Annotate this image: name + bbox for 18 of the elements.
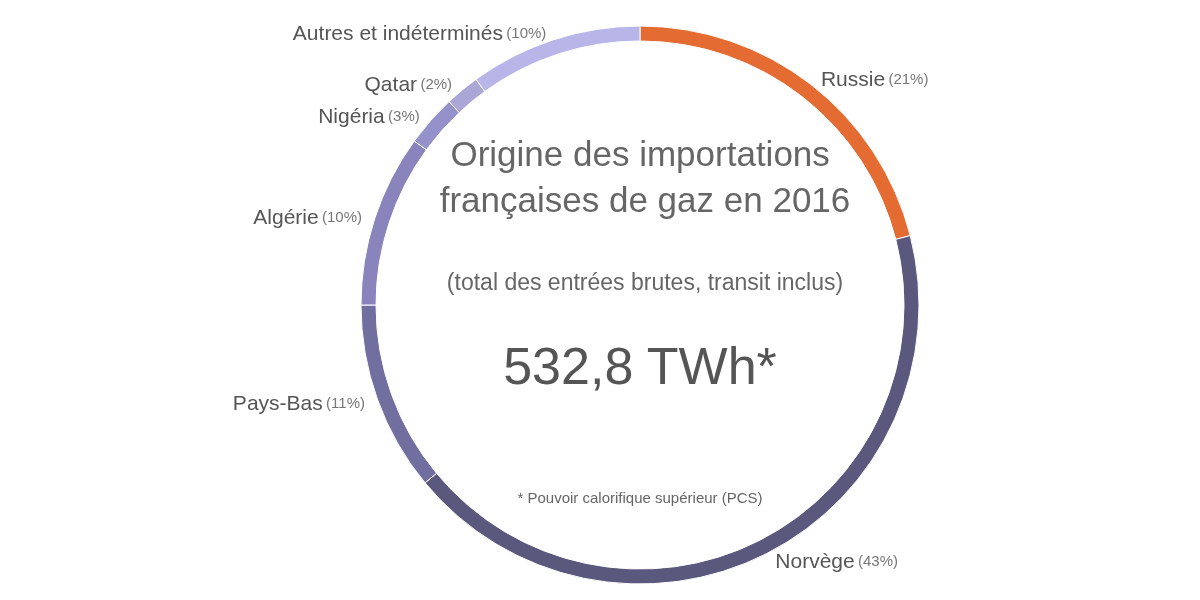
data-label: (11%) [326, 393, 365, 411]
slice-label: Norvège [775, 549, 855, 573]
text: * Pouvoir calorifique supérieur (PCS) [517, 489, 763, 506]
slice-label: Russie [820, 66, 886, 90]
slice-label: Autres et indéterminés [292, 20, 503, 44]
data-label: (2%) [420, 75, 453, 93]
text: (total des entrées brutes, transit inclus) [446, 268, 844, 295]
data-label: (43%) [858, 552, 899, 570]
text: 532,8 TWh* [503, 337, 777, 395]
data-label: (3%) [388, 106, 420, 124]
data-label: (10%) [506, 23, 547, 41]
slice-label: Nigéria [318, 103, 386, 127]
data-label: (21%) [888, 69, 929, 87]
text: Origine des importations françaises de gaz en 2016 [439, 133, 851, 219]
slice-label: Algérie [253, 204, 319, 228]
data-label: (10%) [322, 207, 363, 225]
slice-label: Qatar [364, 72, 418, 96]
slice-label: Pays-Bas [232, 390, 323, 414]
